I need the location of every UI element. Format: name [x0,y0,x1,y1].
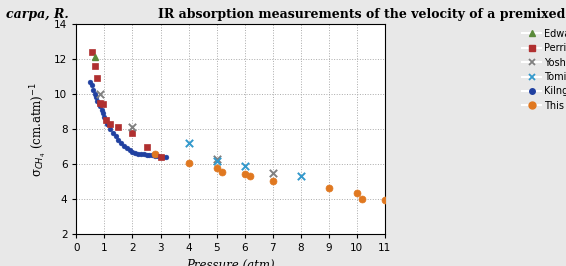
Point [212,157,221,161]
X-axis label: Pressure (atm): Pressure (atm) [186,259,275,266]
Point [240,164,249,168]
Point [212,159,221,163]
Legend: Edwards1969, Perrin1989, Yoshinaga1996, Tomita2003, Kilngbeil2006, This work: Edwards1969, Perrin1989, Yoshinaga1996, … [522,29,566,111]
Y-axis label: σ$_{CH_4}$ (cm.atm)$^{-1}$: σ$_{CH_4}$ (cm.atm)$^{-1}$ [28,81,49,177]
Text: IR absorption measurements of the velocity of a premixed: IR absorption measurements of the veloci… [158,8,566,21]
Point [184,141,193,145]
Point [296,174,305,178]
Text: carpa, R.: carpa, R. [6,8,68,21]
Point [96,92,105,96]
Point [128,125,137,129]
Point [268,171,277,175]
